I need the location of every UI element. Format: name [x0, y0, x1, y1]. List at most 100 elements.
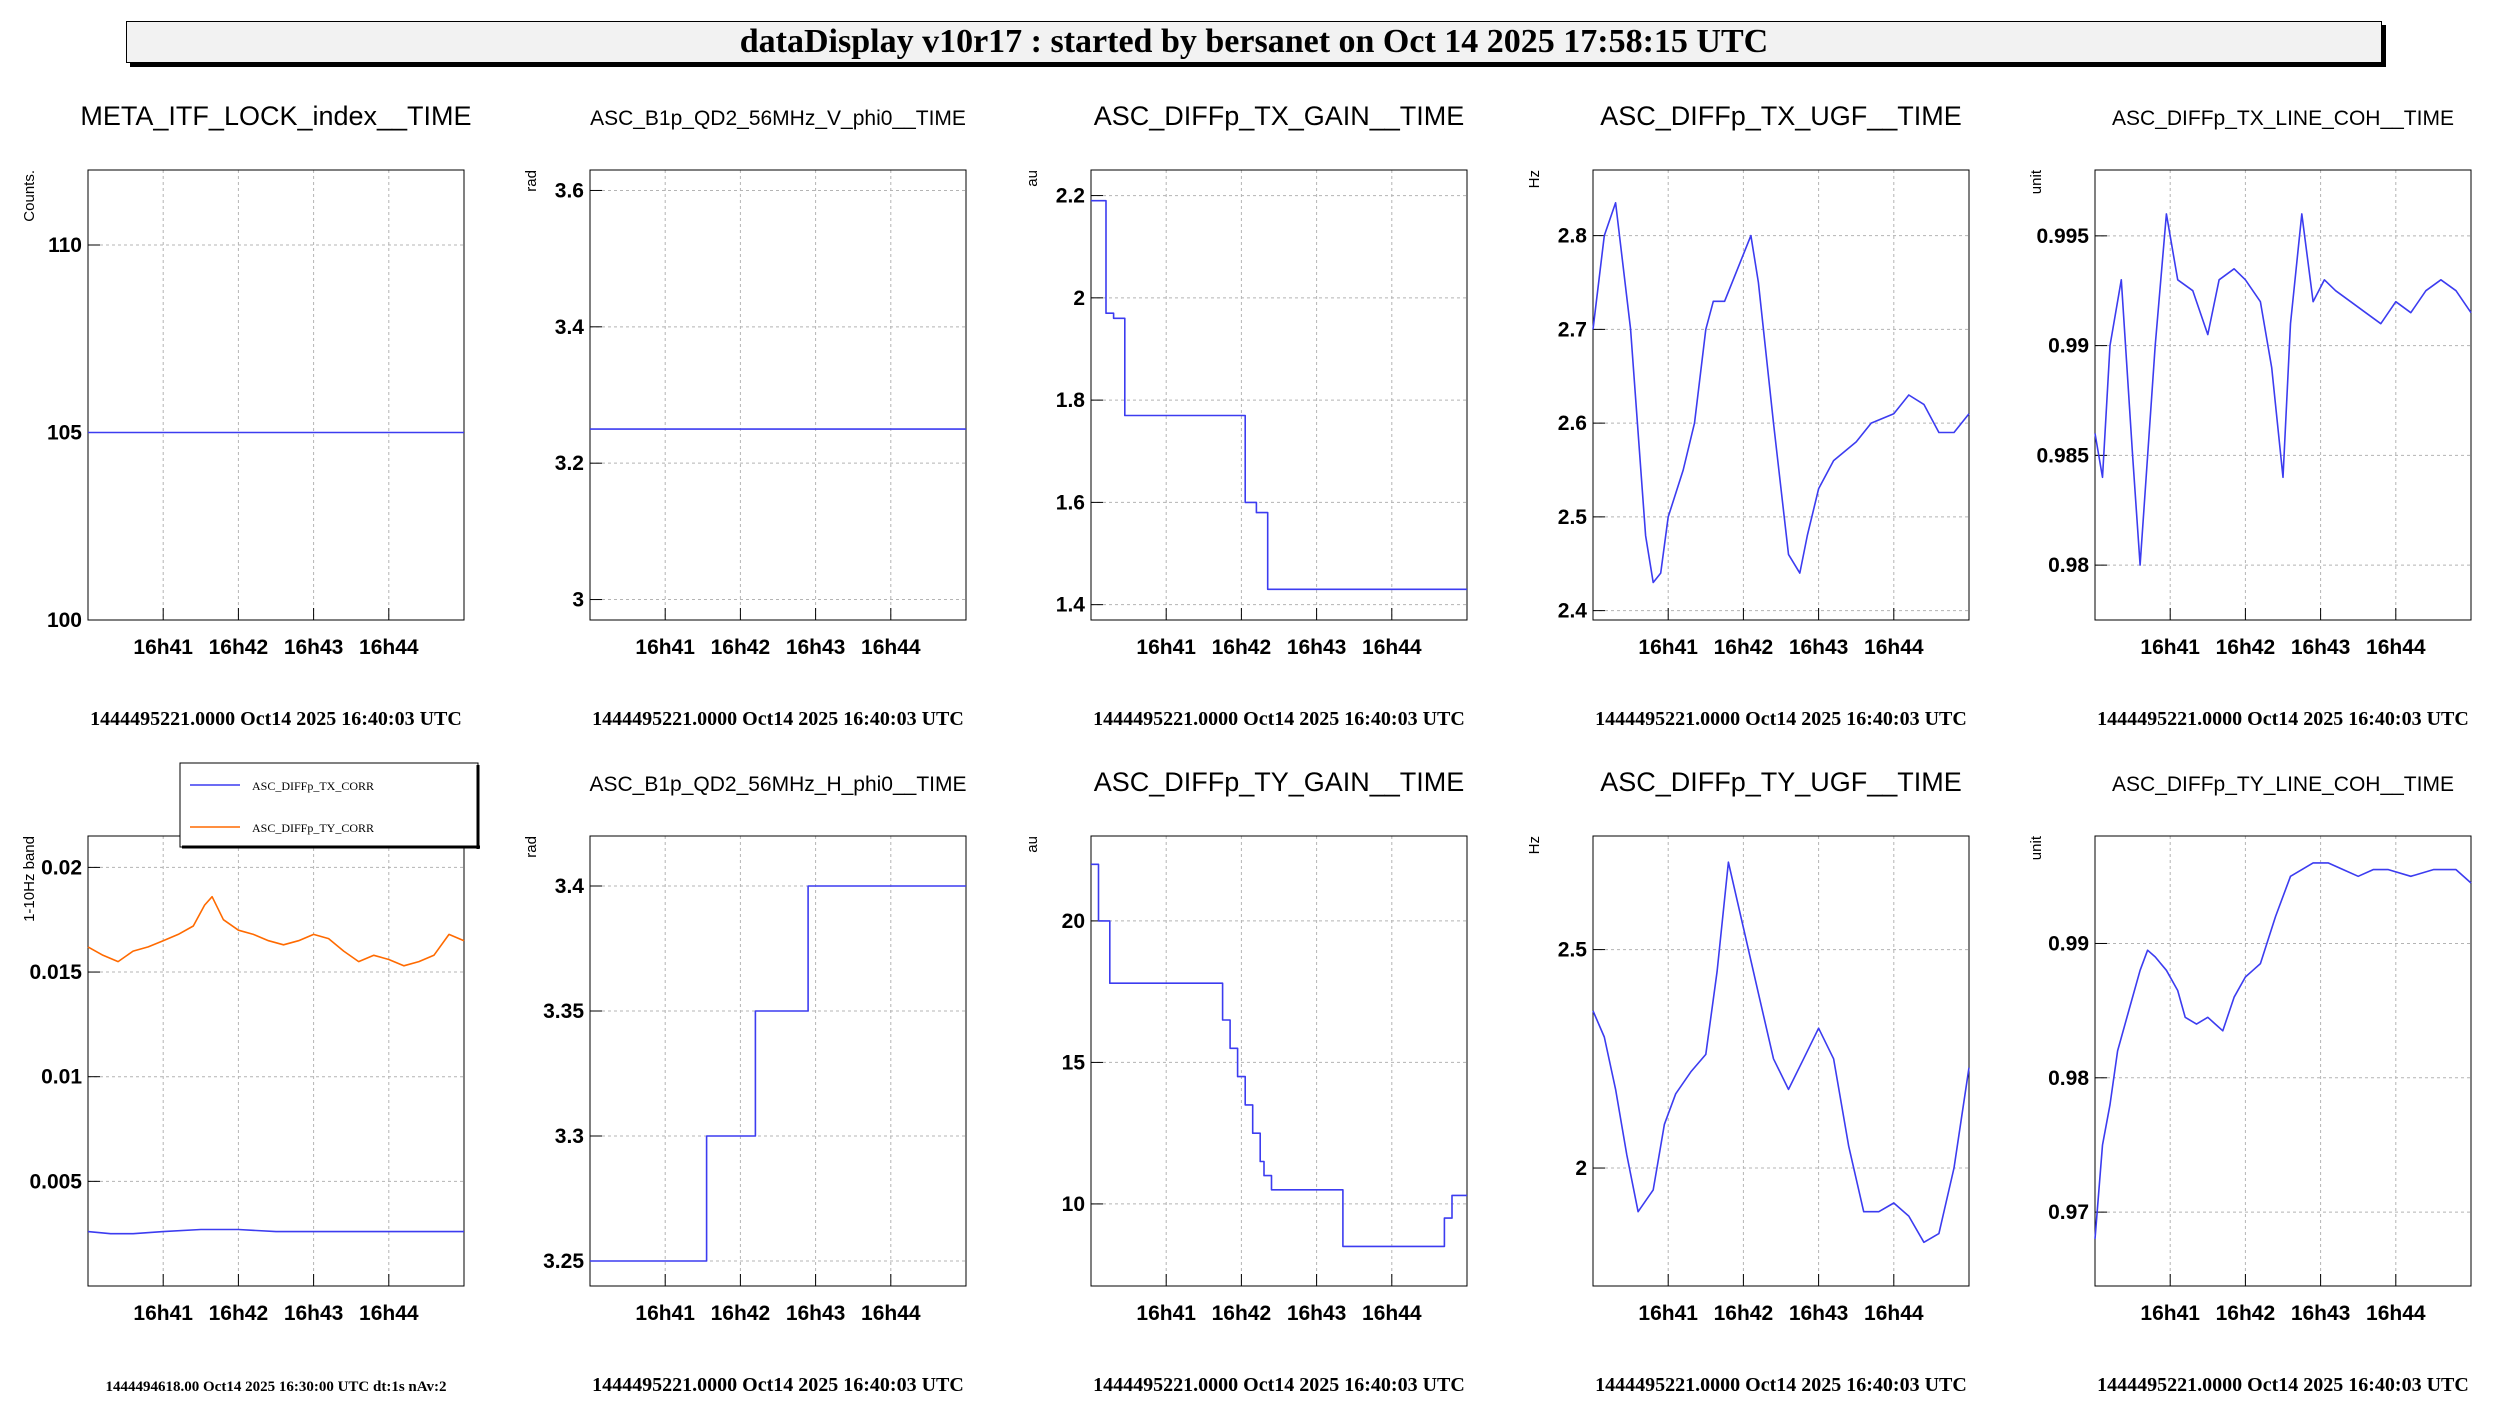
- x-tick-label: 16h41: [1136, 1302, 1196, 1325]
- y-tick-label: 3.25: [543, 1250, 584, 1273]
- y-tick-label: 0.98: [2048, 1067, 2089, 1090]
- y-tick-label: 20: [1062, 910, 1085, 933]
- chart-title: ASC_DIFFp_TY_UGF__TIME: [1600, 767, 1962, 797]
- x-tick-label: 16h43: [1287, 1302, 1347, 1325]
- chart-panel: 16h41 16h42 16h43 16h44 0.98 0.985 0.99 0.995 AS…: [2028, 107, 2472, 730]
- timestamp-footer: 1444494618.00 Oct14 2025 16:30:00 UTC dt…: [106, 1379, 447, 1395]
- y-tick-label: 2.5: [1558, 939, 1588, 962]
- y-tick-label: 3.4: [555, 875, 585, 898]
- x-tick-label: 16h44: [1362, 636, 1422, 659]
- y-tick-label: 0.99: [2048, 335, 2089, 358]
- y-tick-label: 15: [1062, 1051, 1086, 1074]
- series-line: [1091, 863, 1467, 1248]
- x-tick-label: 16h44: [359, 1302, 419, 1325]
- plot-frame: [589, 835, 967, 1287]
- x-tick-label: 16h43: [786, 636, 846, 659]
- chart-title: ASC_B1p_QD2_56MHz_H_phi0__TIME: [589, 773, 966, 796]
- y-axis-label: unit: [2028, 835, 2045, 860]
- x-tick-label: 16h42: [1212, 1302, 1272, 1325]
- y-tick-label: 100: [47, 609, 82, 632]
- y-tick-label: 105: [47, 422, 82, 445]
- y-axis-label: au: [1024, 170, 1041, 187]
- x-tick-label: 16h43: [1789, 1302, 1849, 1325]
- y-axis-label: unit: [2028, 169, 2045, 194]
- chart-panel: 16h41 16h42 16h43 16h44 10 15 20 ASC_DIFFp_TY_G…: [1024, 767, 1468, 1396]
- x-tick-label: 16h44: [1864, 1302, 1924, 1325]
- chart-panel: 16h41 16h42 16h43 16h44 2 2.5 ASC_DIFFp_TY_UGF…: [1526, 767, 1970, 1396]
- x-tick-label: 16h43: [1287, 636, 1347, 659]
- y-tick-label: 0.995: [2036, 225, 2089, 248]
- y-tick-label: 10: [1062, 1193, 1085, 1216]
- y-tick-label: 1.4: [1056, 594, 1086, 617]
- x-tick-label: 16h44: [2366, 1302, 2426, 1325]
- y-axis-label: Hz: [1526, 170, 1543, 188]
- plot-frame: [1090, 169, 1468, 621]
- y-tick-label: 2.8: [1558, 225, 1588, 248]
- y-axis-label: Counts.: [21, 170, 38, 222]
- series-line: [1592, 202, 1970, 584]
- y-tick-label: 3: [572, 589, 584, 612]
- plot-frame: [1090, 835, 1468, 1287]
- y-tick-label: 3.6: [555, 179, 584, 202]
- x-tick-label: 16h43: [284, 636, 344, 659]
- app-title: dataDisplay v10r17 : started by bersanet…: [739, 23, 1769, 60]
- chart-title: ASC_DIFFp_TX_UGF__TIME: [1600, 101, 1962, 131]
- y-tick-label: 0.985: [2036, 444, 2089, 467]
- legend-box: [179, 762, 479, 848]
- series-line: [87, 1228, 464, 1235]
- x-tick-label: 16h41: [133, 636, 193, 659]
- chart-title: ASC_DIFFp_TX_LINE_COH__TIME: [2112, 107, 2454, 130]
- y-tick-label: 2.6: [1558, 412, 1587, 435]
- x-tick-label: 16h42: [1212, 636, 1272, 659]
- x-tick-label: 16h41: [2140, 636, 2200, 659]
- plot-frame: [2094, 169, 2472, 621]
- chart-panel: 16h41 16h42 16h43 16h44 2.4 2.5 2.6 2.7 2.8 ASC_D…: [1526, 101, 1970, 730]
- y-tick-label: 0.005: [29, 1170, 82, 1193]
- x-tick-label: 16h43: [284, 1302, 344, 1325]
- x-tick-label: 16h42: [711, 636, 771, 659]
- timestamp-footer: 1444495221.0000 Oct14 2025 16:40:03 UTC: [1595, 1374, 1967, 1396]
- y-axis-label: rad: [523, 836, 540, 858]
- plot-frame: [87, 835, 465, 1287]
- chart-title: META_ITF_LOCK_index__TIME: [80, 101, 471, 131]
- series-line: [1091, 199, 1467, 591]
- x-tick-label: 16h43: [786, 1302, 846, 1325]
- plot-frame: [1592, 169, 1970, 621]
- y-tick-label: 0.01: [41, 1066, 82, 1089]
- chart-title: ASC_B1p_QD2_56MHz_V_phi0__TIME: [590, 107, 966, 130]
- legend-entry: ASC_DIFFp_TY_CORR: [252, 821, 374, 835]
- y-tick-label: 0.98: [2048, 554, 2089, 577]
- y-tick-label: 2: [1575, 1157, 1587, 1180]
- x-tick-label: 16h44: [1864, 636, 1924, 659]
- y-tick-label: 2: [1073, 287, 1085, 310]
- x-tick-label: 16h42: [2216, 1302, 2276, 1325]
- y-tick-label: 1.8: [1056, 389, 1086, 412]
- timestamp-footer: 1444495221.0000 Oct14 2025 16:40:03 UTC: [1595, 708, 1967, 730]
- y-tick-label: 2.4: [1558, 600, 1588, 623]
- x-tick-label: 16h42: [209, 636, 269, 659]
- chart-panel: 16h41 16h42 16h43 16h44 3 3.2 3.4 3.6 ASC_B1p_QD…: [523, 107, 967, 730]
- plot-frame: [589, 169, 967, 621]
- x-tick-label: 16h43: [1789, 636, 1849, 659]
- y-axis-label: au: [1024, 836, 1041, 853]
- series-line: [590, 885, 966, 1262]
- y-axis-label: Hz: [1526, 836, 1543, 854]
- timestamp-footer: 1444495221.0000 Oct14 2025 16:40:03 UTC: [1093, 1374, 1465, 1396]
- timestamp-footer: 1444495221.0000 Oct14 2025 16:40:03 UTC: [1093, 708, 1465, 730]
- timestamp-footer: 1444495221.0000 Oct14 2025 16:40:03 UTC: [2097, 1374, 2469, 1396]
- y-tick-label: 3.35: [543, 1000, 584, 1023]
- y-tick-label: 0.015: [29, 961, 82, 984]
- y-axis-label: 1-10Hz band: [21, 836, 38, 922]
- x-tick-label: 16h42: [209, 1302, 269, 1325]
- x-tick-label: 16h41: [635, 636, 695, 659]
- x-tick-label: 16h42: [2216, 636, 2276, 659]
- y-tick-label: 0.99: [2048, 932, 2089, 955]
- chart-panel: 16h41 16h42 16h43 16h44 3.25 3.3 3.35 3.4 ASC_B1…: [523, 773, 967, 1396]
- x-tick-label: 16h41: [635, 1302, 695, 1325]
- timestamp-footer: 1444495221.0000 Oct14 2025 16:40:03 UTC: [592, 708, 964, 730]
- x-tick-label: 16h44: [359, 636, 419, 659]
- y-tick-label: 3.2: [555, 452, 584, 475]
- x-tick-label: 16h43: [2291, 1302, 2351, 1325]
- y-tick-label: 3.4: [555, 316, 585, 339]
